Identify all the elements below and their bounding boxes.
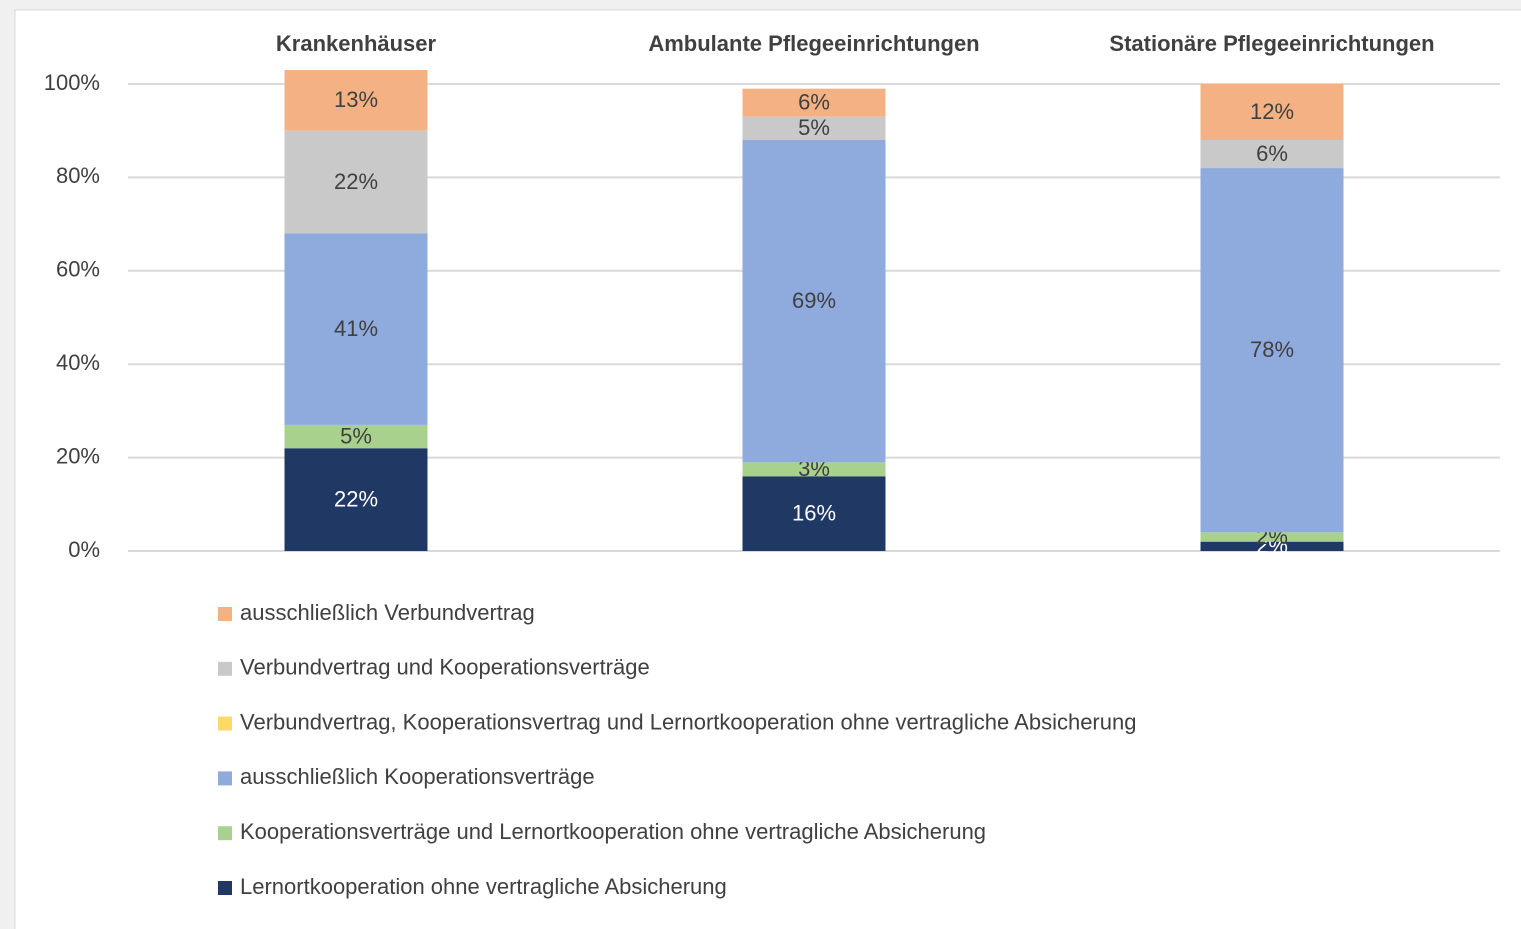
data-label: 16% <box>792 500 836 525</box>
data-label: 41% <box>334 316 378 341</box>
y-tick-label: 20% <box>56 443 100 468</box>
data-label: 5% <box>340 423 372 448</box>
legend-swatch <box>218 661 232 676</box>
data-label: 12% <box>1250 99 1294 124</box>
y-tick-label: 60% <box>56 257 100 282</box>
legend-swatch <box>218 826 232 841</box>
legend-label: ausschließlich Kooperationsverträge <box>240 764 595 789</box>
legend-swatch <box>218 881 232 895</box>
legend-label: Lernortkooperation ohne vertragliche Abs… <box>240 874 727 899</box>
bar-segment <box>742 88 886 117</box>
bar-segment <box>1200 532 1344 542</box>
bar-segment <box>742 116 886 141</box>
data-label: 13% <box>334 87 378 112</box>
bar-segment <box>284 130 428 234</box>
bar-segment <box>742 476 886 551</box>
legend-label: Verbundvertrag und Kooperationsverträge <box>240 655 650 680</box>
legend-swatch <box>218 771 232 786</box>
data-label: 78% <box>1250 337 1294 362</box>
y-tick-label: 100% <box>44 70 100 95</box>
bar-segment <box>1200 168 1344 533</box>
data-label: 6% <box>1256 141 1288 166</box>
category-label: Krankenhäuser <box>276 31 437 56</box>
bar-segment <box>1200 140 1344 169</box>
bar-segment <box>284 448 428 551</box>
data-label: 22% <box>334 169 378 194</box>
bar-segment <box>1200 541 1344 551</box>
legend-label: Verbundvertrag, Kooperationsvertrag und … <box>240 709 1136 734</box>
category-label: Ambulante Pflegeeinrichtungen <box>648 31 979 56</box>
bar-segment <box>284 424 428 449</box>
bar-segment <box>284 233 428 425</box>
legend-swatch <box>218 607 232 621</box>
data-label: 69% <box>792 288 836 313</box>
y-tick-label: 0% <box>68 537 100 562</box>
data-label: 5% <box>798 115 830 140</box>
bar-segment <box>1200 84 1344 141</box>
legend-label: ausschließlich Verbundvertrag <box>240 600 535 625</box>
y-tick-label: 40% <box>56 350 100 375</box>
y-tick-label: 80% <box>56 163 100 188</box>
legend-label: Kooperationsverträge und Lernortkooperat… <box>240 819 986 844</box>
category-label: Stationäre Pflegeeinrichtungen <box>1109 31 1434 56</box>
data-label: 6% <box>798 89 830 114</box>
data-label: 22% <box>334 486 378 511</box>
bar-segment <box>742 462 886 477</box>
bar-segment <box>284 69 428 131</box>
legend-swatch <box>218 716 232 731</box>
bar-segment <box>742 140 886 463</box>
